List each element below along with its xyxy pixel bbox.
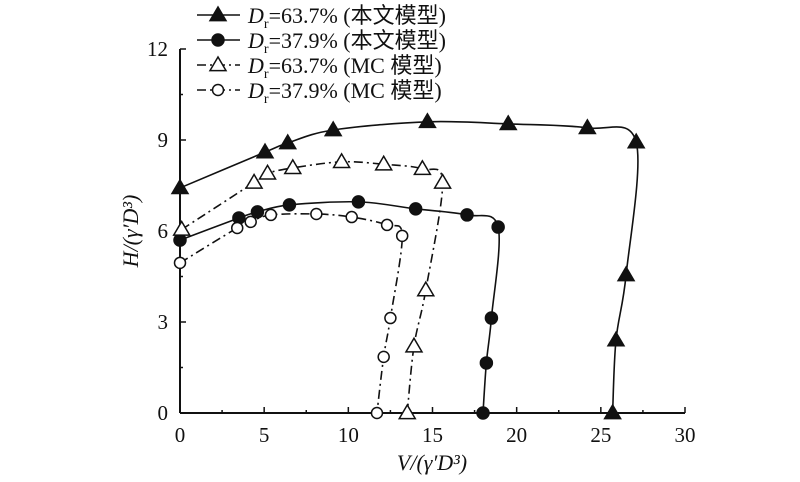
x-axis-label: V/(γ′D³) — [397, 450, 467, 475]
data-point — [173, 256, 187, 270]
legend-label: Dr=37.9% (本文模型) — [247, 28, 446, 57]
data-point — [433, 172, 452, 189]
x-tick-label: 20 — [506, 423, 527, 447]
data-point — [408, 202, 423, 216]
data-point — [244, 215, 257, 229]
data-point — [351, 195, 366, 209]
x-tick-label: 0 — [175, 423, 186, 447]
data-point — [258, 163, 277, 180]
x-tick-label: 25 — [590, 423, 611, 447]
data-point — [170, 178, 190, 195]
data-point — [616, 265, 636, 282]
legend-label: Dr=63.7% (MC 模型) — [247, 53, 442, 82]
data-point — [370, 406, 384, 420]
legend-label: Dr=37.9% (MC 模型) — [247, 78, 442, 107]
series-line — [179, 120, 639, 414]
data-point — [345, 210, 358, 224]
legend-item: Dr=37.9% (MC 模型) — [197, 78, 442, 107]
data-point — [282, 198, 297, 212]
legend-label: Dr=63.7% (本文模型) — [247, 3, 446, 32]
data-point — [578, 118, 597, 135]
legend: Dr=63.7% (本文模型)Dr=37.9% (本文模型)Dr=63.7% (… — [197, 3, 446, 107]
data-point — [479, 356, 494, 370]
y-tick-label: 6 — [158, 219, 169, 243]
legend-marker — [208, 55, 228, 72]
x-tick-label: 10 — [338, 423, 359, 447]
axes: 0 5 10 15 20 25 30 0 3 6 9 12 — [147, 37, 696, 447]
data-point — [172, 220, 191, 236]
data-point — [332, 152, 351, 169]
data-point — [250, 205, 265, 219]
legend-item: Dr=63.7% (MC 模型) — [197, 53, 442, 82]
data-point — [484, 311, 499, 325]
data-point — [264, 208, 278, 222]
data-point — [255, 142, 275, 159]
series-1 — [173, 195, 505, 420]
y-tick-label: 3 — [158, 310, 169, 334]
y-axis-label: H/(γ′D³) — [118, 195, 143, 269]
y-tick-label: 9 — [158, 128, 169, 152]
data-point — [413, 159, 432, 176]
data-point — [606, 330, 626, 347]
series-line — [179, 200, 501, 414]
data-point — [374, 154, 393, 171]
data-point — [310, 207, 323, 221]
legend-marker — [211, 83, 225, 97]
series-0 — [170, 112, 646, 420]
data-point — [476, 406, 490, 420]
series-2 — [172, 152, 452, 420]
legend-marker — [208, 5, 228, 22]
data-point — [323, 120, 343, 137]
y-tick-label: 0 — [158, 401, 169, 425]
x-tick-label: 30 — [675, 423, 696, 447]
series-3 — [173, 207, 409, 420]
data-point — [283, 158, 303, 175]
data-point — [404, 336, 424, 353]
data-point — [498, 114, 518, 131]
data-point — [416, 280, 436, 297]
data-point — [384, 311, 397, 325]
data-point — [377, 350, 390, 364]
data-point — [395, 229, 409, 243]
legend-marker — [211, 33, 225, 47]
data-point — [460, 208, 474, 222]
data-point — [380, 218, 394, 232]
data-point — [173, 233, 187, 247]
series-line — [179, 212, 404, 414]
data-point — [626, 132, 646, 149]
data-point — [397, 403, 417, 420]
legend-item: Dr=37.9% (本文模型) — [197, 28, 446, 57]
data-point — [603, 403, 622, 420]
legend-item: Dr=63.7% (本文模型) — [197, 3, 446, 32]
data-point — [418, 112, 437, 129]
data-point — [244, 172, 264, 189]
data-point — [491, 220, 505, 234]
x-tick-label: 15 — [422, 423, 443, 447]
data-point — [230, 221, 244, 235]
series-line — [181, 160, 444, 414]
data-point — [278, 133, 298, 150]
x-tick-label: 5 — [259, 423, 270, 447]
y-tick-label: 12 — [147, 37, 168, 61]
series-layer — [170, 112, 646, 420]
